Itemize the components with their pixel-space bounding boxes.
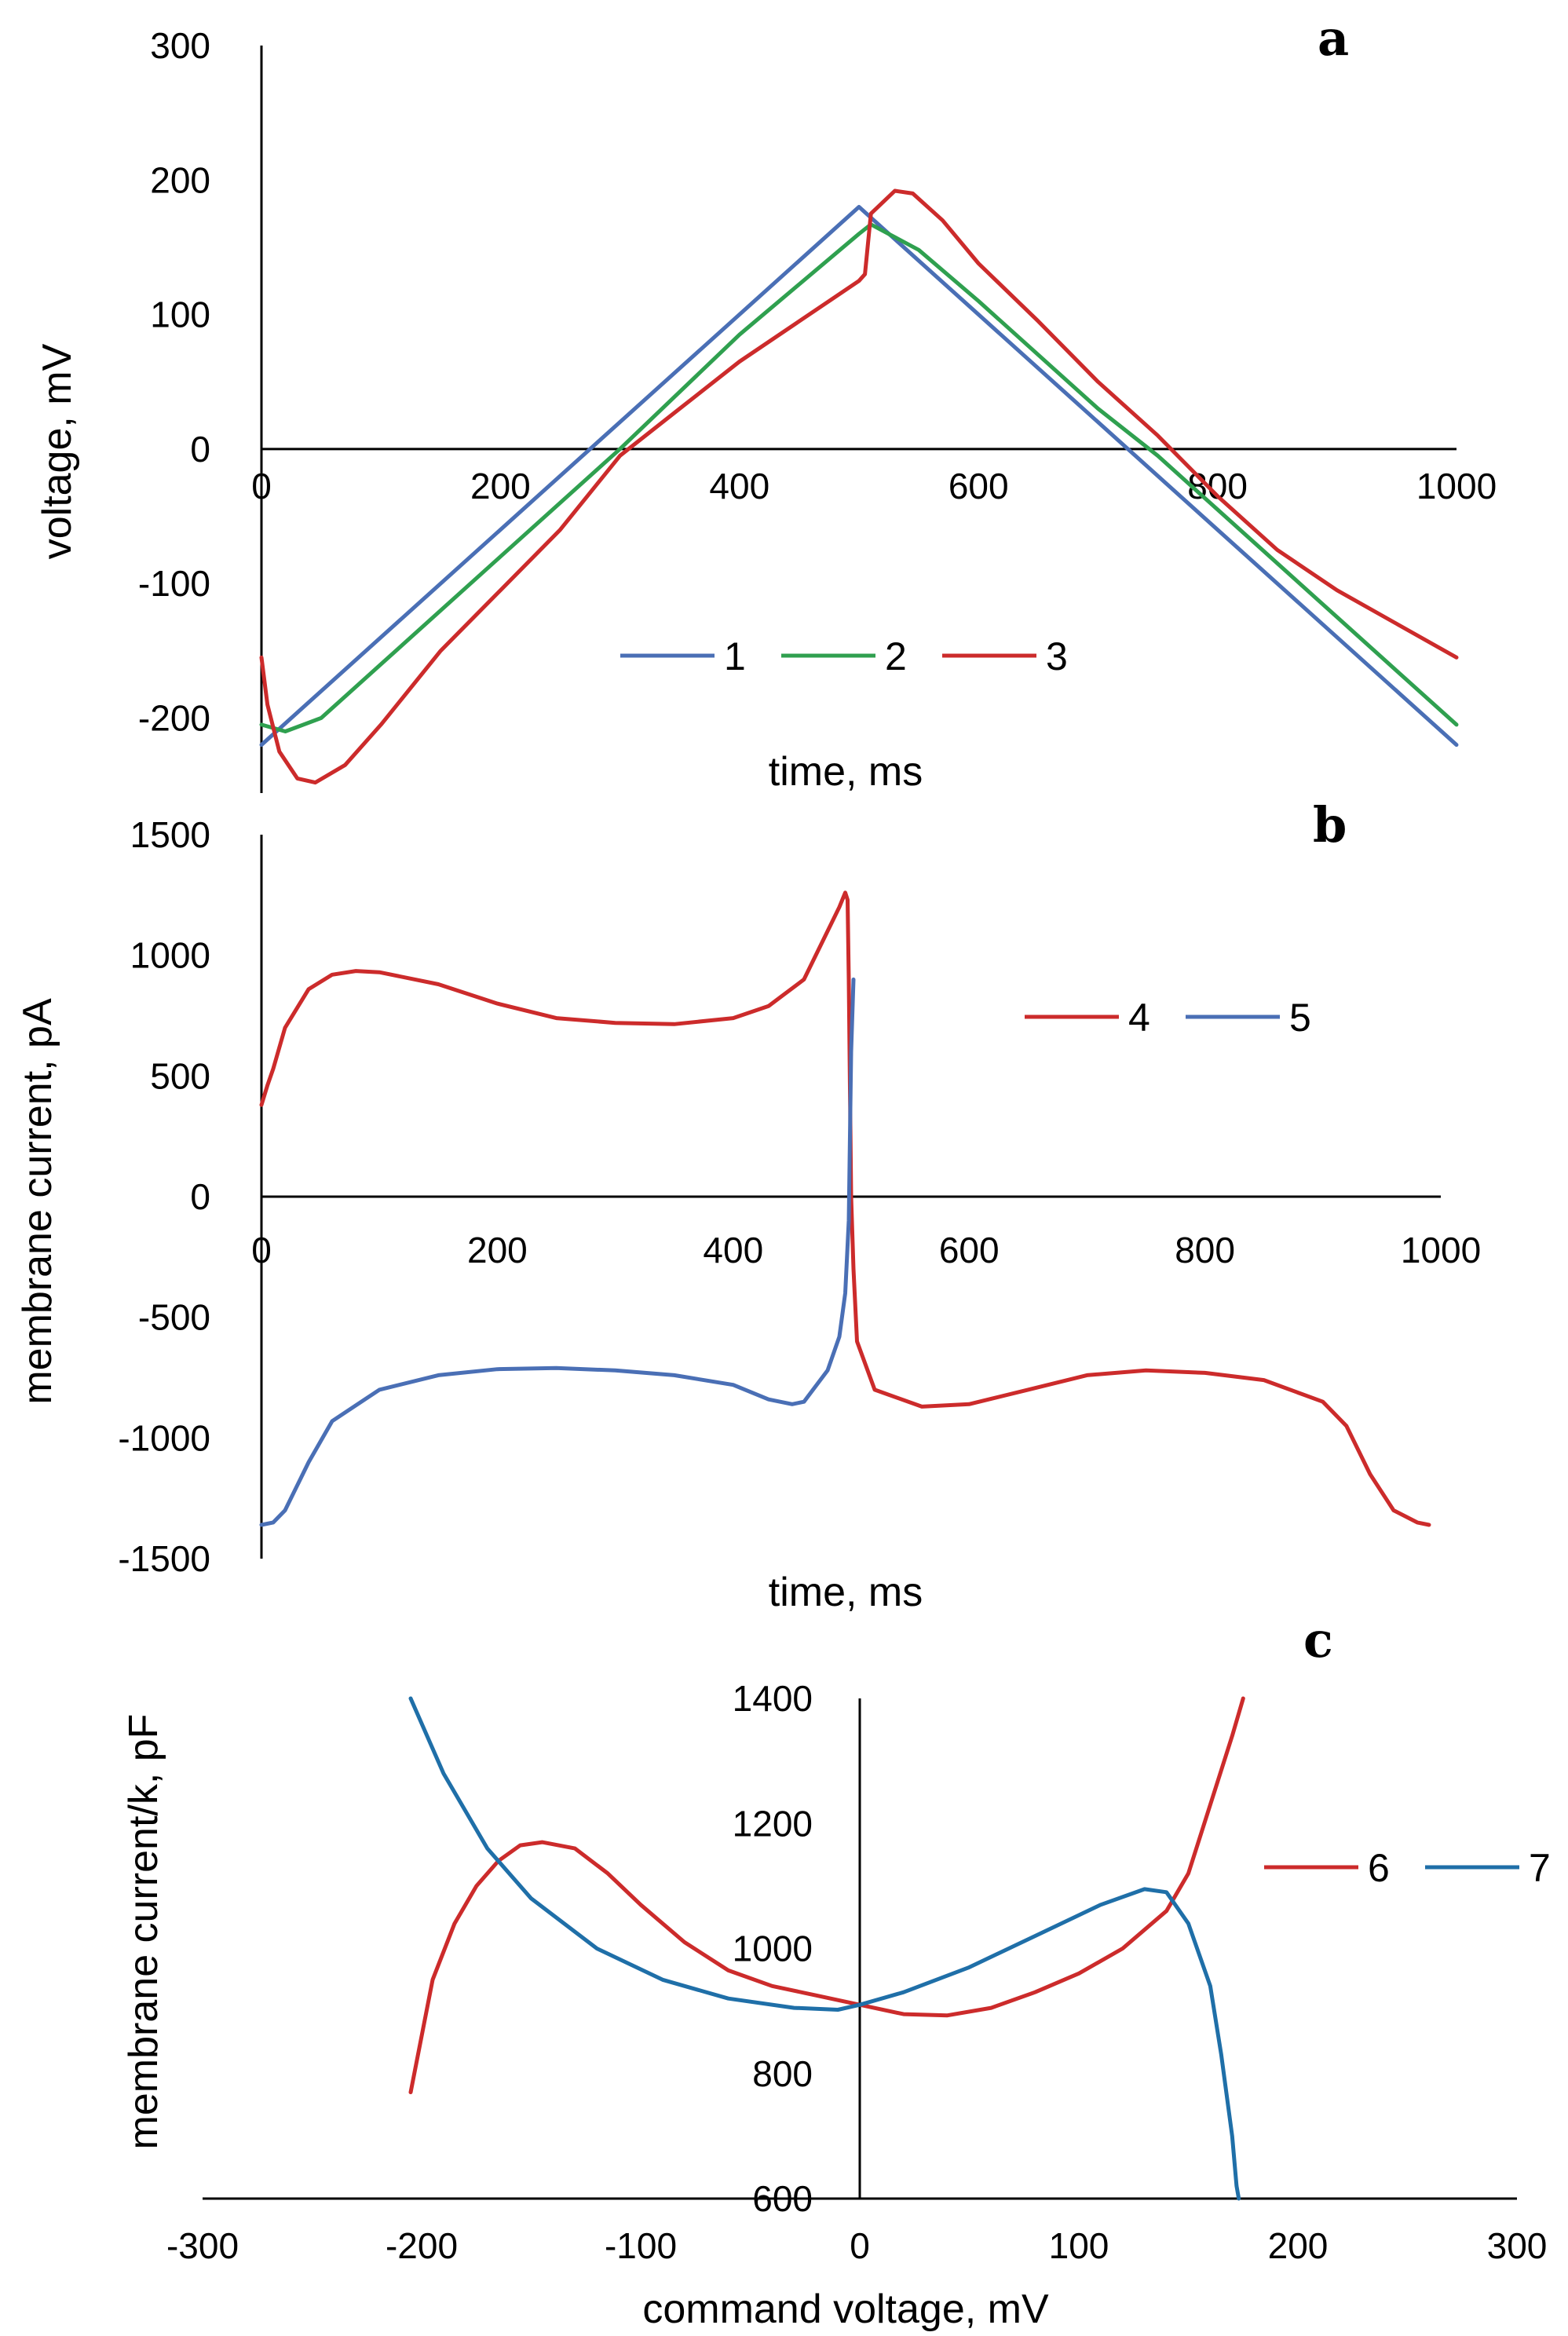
x-tick-label: 200 [470, 466, 531, 506]
x-axis-title: time, ms [769, 1570, 923, 1615]
y-tick-label: 1500 [130, 814, 210, 855]
x-tick-label: 100 [1049, 2225, 1109, 2266]
y-tick-label: 1000 [130, 935, 210, 976]
panel-b: -1500 -1000 -500 0 500 1000 1500 0 200 400 600 800 1… [15, 796, 1481, 1615]
y-tick-label: -200 [138, 697, 210, 738]
legend-label-6: 6 [1368, 1846, 1390, 1890]
y-tick-label: -1500 [118, 1538, 210, 1579]
legend-label-5: 5 [1289, 996, 1311, 1040]
y-tick-label: 800 [752, 2053, 813, 2094]
figure: -200-10001002003000 200 400 600 800 1000time,… [0, 0, 1568, 2336]
x-tick-label: 800 [1175, 1230, 1235, 1270]
x-tick-label: 300 [1487, 2225, 1548, 2266]
x-tick-label: 1000 [1416, 466, 1497, 506]
y-axis-title: membrane current, pA [15, 998, 60, 1405]
y-tick-label: 1400 [733, 1678, 813, 1719]
y-tick-label: 1000 [733, 1928, 813, 1969]
y-tick-label: 200 [150, 159, 210, 200]
series-1-line [261, 207, 1457, 745]
x-tick-label: -300 [166, 2225, 239, 2266]
legend-label-1: 1 [724, 634, 746, 678]
x-tick-label: 800 [1187, 466, 1248, 506]
legend-label-3: 3 [1046, 634, 1068, 678]
legend-label-4: 4 [1128, 996, 1150, 1040]
y-tick-label: 1200 [733, 1803, 813, 1844]
x-tick-label: 400 [709, 466, 769, 506]
y-tick-label: 0 [190, 429, 210, 470]
series-7-line [411, 1698, 1239, 2199]
panel-label: c [1303, 1611, 1333, 1669]
x-tick-label: 400 [703, 1230, 763, 1270]
x-axis-title: time, ms [769, 749, 923, 795]
y-tick-label: 100 [150, 294, 210, 335]
x-tick-label: 600 [939, 1230, 1000, 1270]
y-axis-title: voltage, mV [35, 343, 80, 559]
y-tick-label: -500 [138, 1297, 210, 1338]
y-tick-label: -1000 [118, 1417, 210, 1458]
y-tick-label: 500 [150, 1055, 210, 1096]
x-tick-label: 200 [467, 1230, 528, 1270]
series-4-line [261, 893, 1429, 1525]
y-tick-label: 0 [190, 1176, 210, 1217]
x-tick-label: -100 [605, 2225, 677, 2266]
x-tick-label: 200 [1268, 2225, 1329, 2266]
x-tick-label: 0 [251, 466, 272, 506]
x-tick-label: 0 [251, 1230, 272, 1270]
legend-label-2: 2 [885, 634, 907, 678]
y-tick-label: -100 [138, 563, 210, 604]
y-tick-label: 600 [752, 2178, 813, 2219]
x-tick-label: 0 [850, 2225, 870, 2266]
legend-label-7: 7 [1529, 1846, 1551, 1890]
series-5-line [261, 979, 853, 1525]
x-tick-label: 600 [948, 466, 1009, 506]
panel-a: -200 -100 0 100 200 300 0 200 400 600 800 1000 time,… [35, 9, 1497, 795]
panel-label: a [1318, 9, 1349, 67]
x-tick-label: 1000 [1401, 1230, 1481, 1270]
series-3-line [261, 191, 1457, 783]
panel-c: 600 800 1000 1200 1400 -300 -200 -100 0 100 200 300… [121, 1611, 1551, 2332]
series-6-line [411, 1698, 1243, 2093]
panel-label: b [1313, 796, 1347, 854]
y-axis-title: membrane current/k, pF [121, 1714, 166, 2150]
x-axis-title: command voltage, mV [642, 2287, 1049, 2332]
x-tick-label: -200 [386, 2225, 458, 2266]
y-tick-label: 300 [150, 25, 210, 66]
